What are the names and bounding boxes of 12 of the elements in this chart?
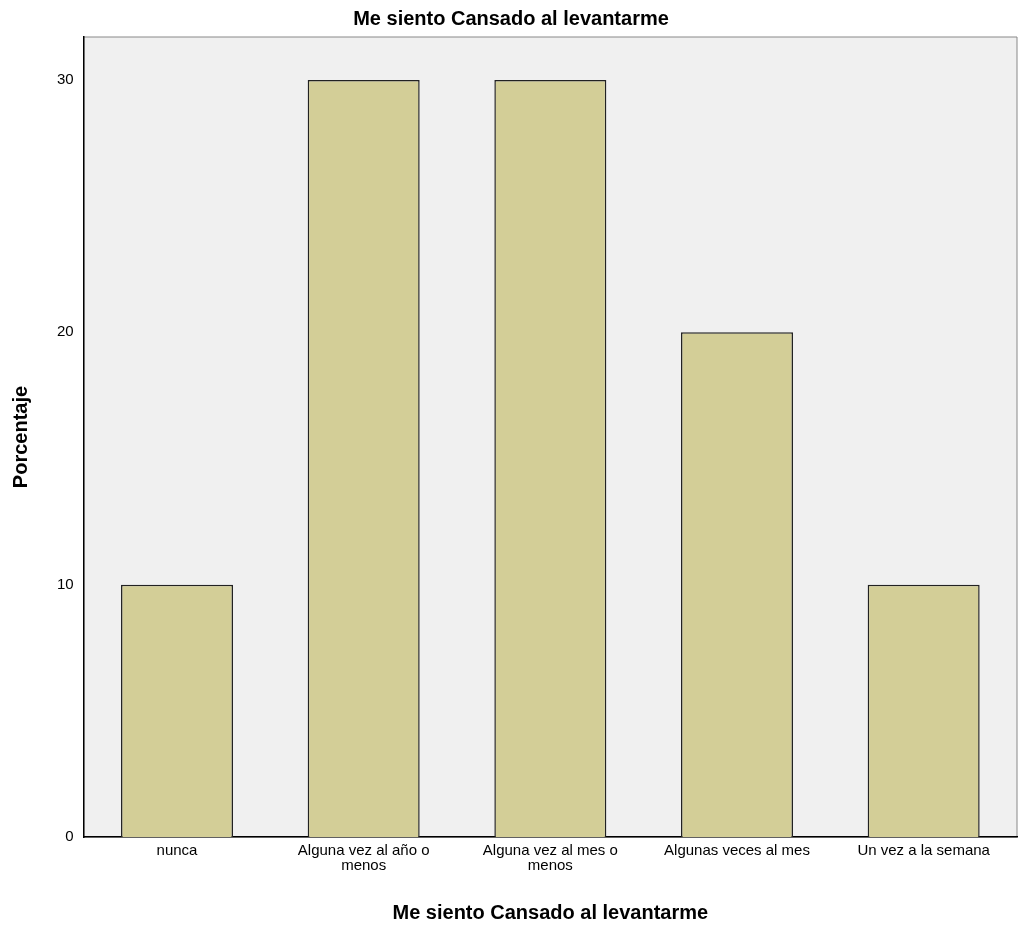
y-tick-label: 30 xyxy=(57,70,74,88)
y-axis-title: Porcentaje xyxy=(8,385,31,489)
x-tick-label: Alguna vez al mes o menos xyxy=(482,840,618,873)
y-tick-label: 20 xyxy=(57,322,74,340)
chart-title: Me siento Cansado al levantarme xyxy=(353,6,669,29)
x-tick-label: Algunas veces al mes xyxy=(664,840,810,858)
x-tick-label: nunca xyxy=(156,840,199,858)
y-tick-label: 10 xyxy=(57,574,74,592)
x-axis-title: Me siento Cansado al levantarme xyxy=(392,900,709,923)
x-tick-label: Alguna vez al año o menos xyxy=(297,840,430,873)
x-tick-label: Un vez a la semana xyxy=(857,840,991,858)
y-tick-label: 0 xyxy=(65,827,74,845)
